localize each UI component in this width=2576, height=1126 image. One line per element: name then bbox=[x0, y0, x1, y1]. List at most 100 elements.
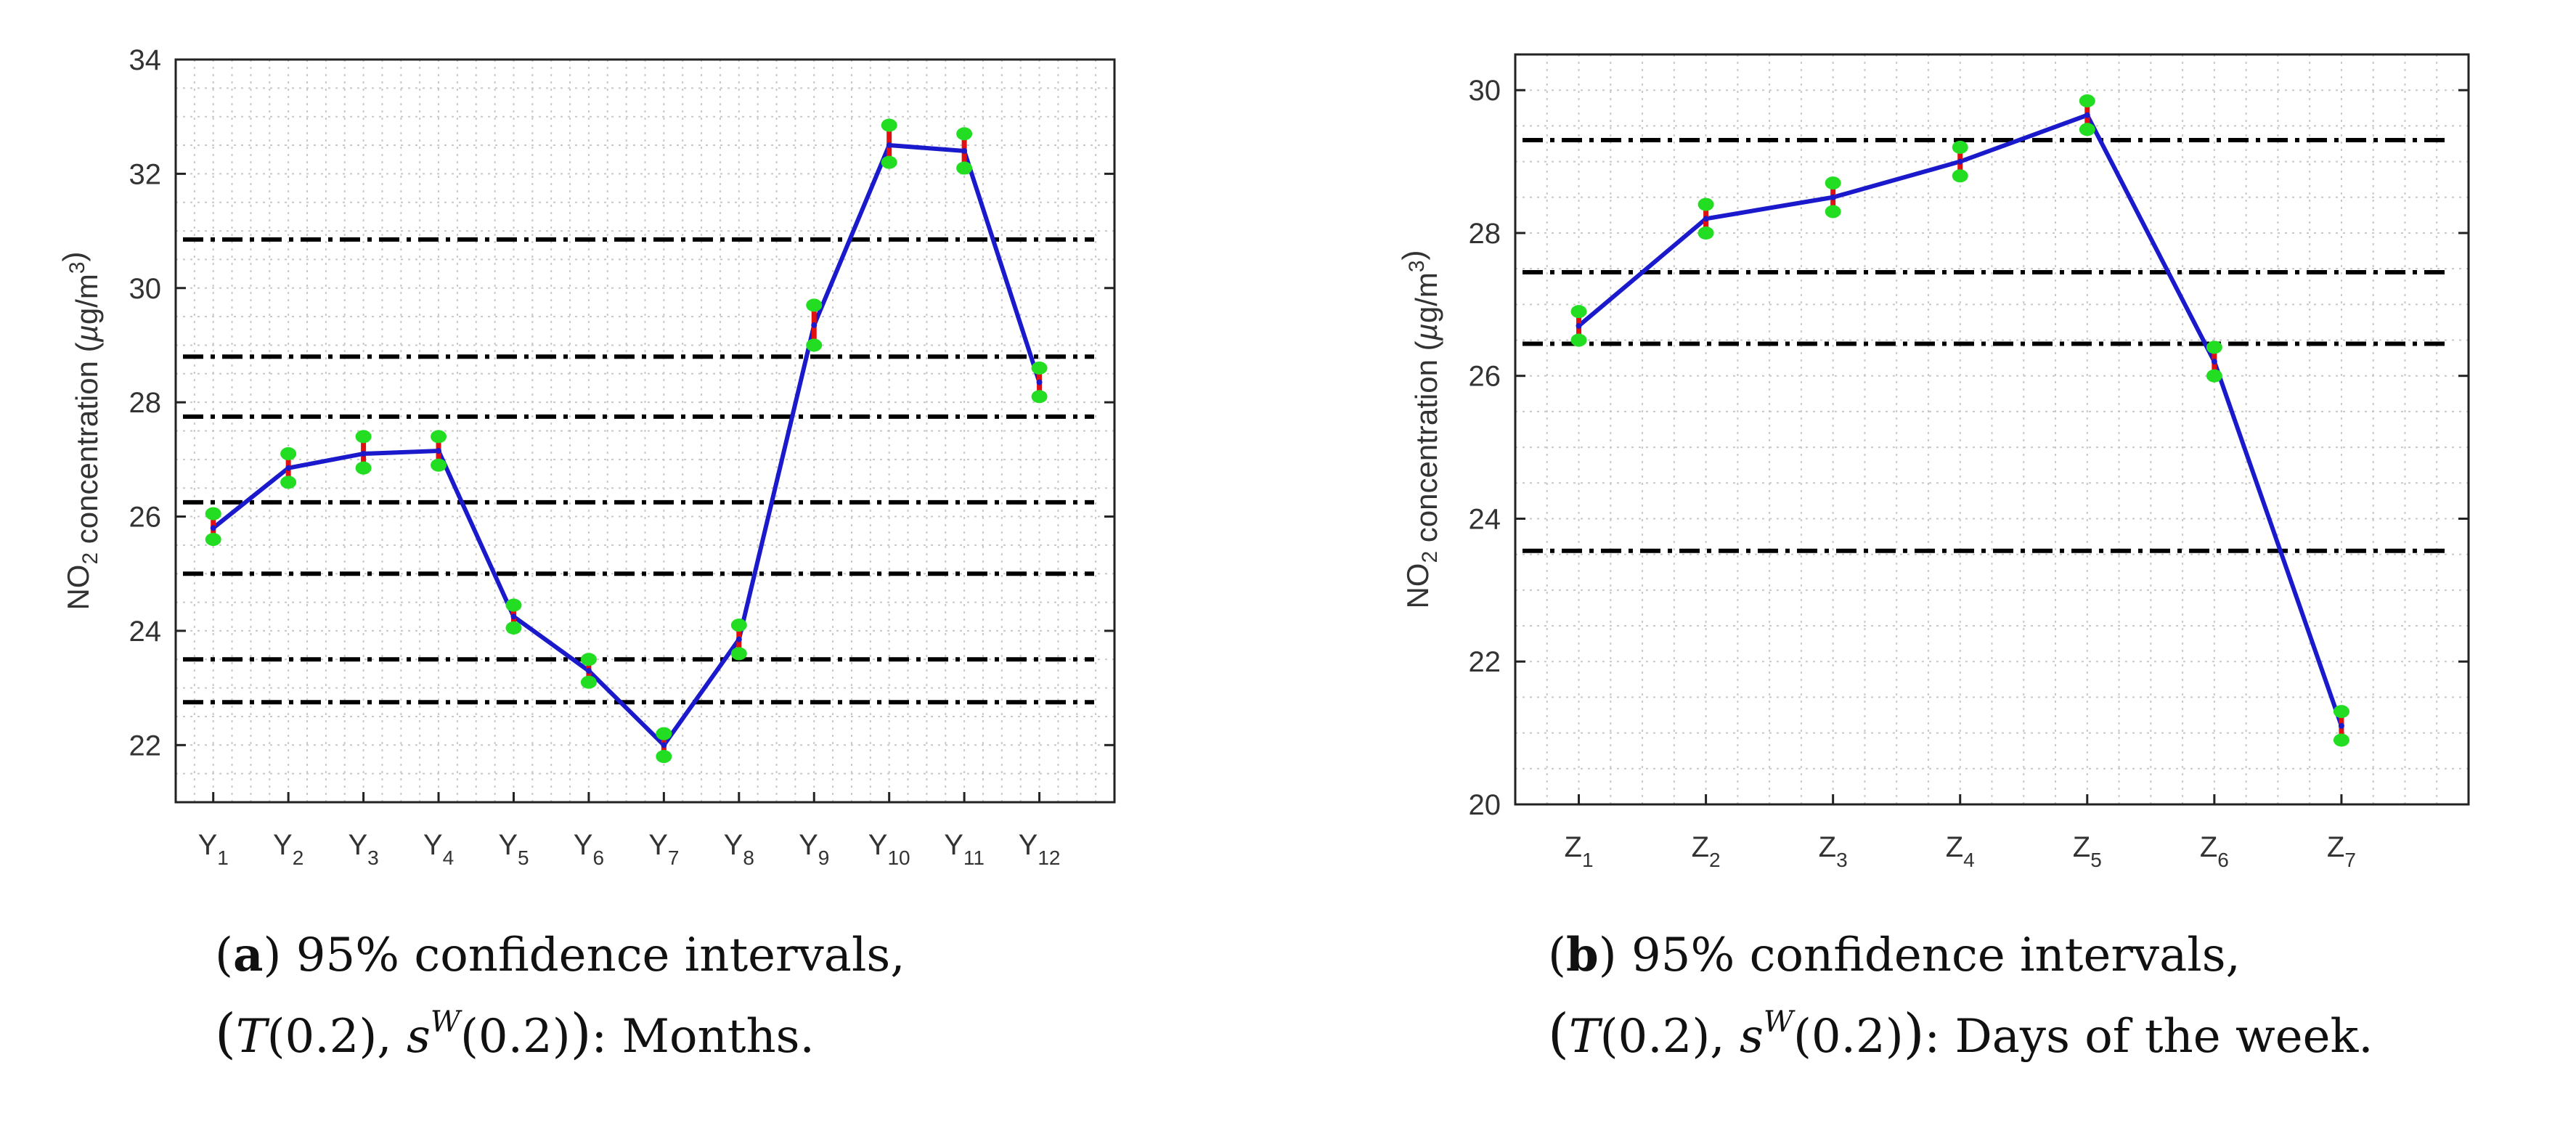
ci-lower-marker bbox=[2079, 123, 2095, 136]
x-tick-label: Z2 bbox=[1692, 831, 1721, 871]
y-tick-label: 24 bbox=[1469, 503, 1501, 535]
ci-lower-marker bbox=[205, 533, 221, 547]
x-tick-label: Z3 bbox=[1819, 831, 1848, 871]
ci-upper-marker bbox=[355, 430, 372, 444]
caption-b-arg2: 0.2 bbox=[1811, 1010, 1886, 1064]
ci-lower-marker bbox=[1031, 390, 1048, 404]
ci-lower-marker bbox=[505, 621, 522, 635]
ci-upper-marker bbox=[2079, 94, 2095, 107]
data-point bbox=[1957, 158, 1963, 165]
ci-upper-marker bbox=[730, 619, 747, 632]
caption-b-label: b bbox=[1565, 928, 1599, 982]
ci-lower-marker bbox=[881, 155, 897, 169]
y-tick-label: 32 bbox=[129, 158, 162, 190]
ci-upper-marker bbox=[1570, 305, 1587, 319]
series-line bbox=[1577, 112, 2344, 727]
caption-a-s: s bbox=[406, 1010, 431, 1064]
caption-a-line2: (T(0.2), sW(0.2)): Months. bbox=[215, 1003, 815, 1065]
caption-b-sup: W bbox=[1763, 1005, 1793, 1039]
ci-lower-marker bbox=[431, 458, 447, 472]
y-tick-label: 28 bbox=[129, 387, 162, 419]
data-point bbox=[961, 147, 968, 154]
ci-lower-marker bbox=[956, 161, 973, 175]
chart-a: 22 24 26 28 30 32 34 Y1 Y2 Y3 Y4 Y5 Y6 Y7 Y8 Y9 Y10 Y11 Y1… bbox=[57, 44, 1116, 869]
data-point bbox=[2211, 359, 2217, 365]
data-point bbox=[285, 465, 292, 471]
chart-b: 20 22 24 26 28 30 Z1 Z2 Z3 Z4 Z5 Z6 Z7 NO2 concentrat… bbox=[1396, 53, 2470, 871]
ci-lower-marker bbox=[1570, 333, 1587, 347]
caption-b-tail: : Days of the week. bbox=[1924, 1010, 2373, 1064]
ci-upper-marker bbox=[806, 298, 823, 312]
data-point bbox=[811, 322, 818, 328]
data-point bbox=[1036, 379, 1043, 385]
x-tick-label: Y7 bbox=[648, 829, 679, 869]
caption-b-t: T bbox=[1568, 1010, 1600, 1064]
caption-a-label: a bbox=[232, 928, 264, 982]
data-point bbox=[210, 525, 216, 531]
plot-frame bbox=[1514, 53, 2470, 806]
ci-lower-marker bbox=[1825, 205, 1841, 219]
y-tick-label: 28 bbox=[1469, 218, 1501, 250]
y-tick-label: 24 bbox=[129, 616, 162, 648]
x-tick-label: Y2 bbox=[273, 829, 303, 869]
y-tick-label: 26 bbox=[129, 502, 162, 534]
y-tick-label: 22 bbox=[129, 730, 162, 762]
x-tick-label: Z1 bbox=[1565, 831, 1594, 871]
data-point bbox=[886, 142, 892, 149]
caption-b-text: ) 95% confidence intervals, bbox=[1598, 929, 2241, 982]
ci-upper-marker bbox=[1825, 176, 1841, 190]
ci-lower-marker bbox=[730, 647, 747, 661]
y-tick-label: 30 bbox=[1469, 75, 1501, 107]
x-tick-label: Y11 bbox=[944, 829, 985, 869]
ci-upper-marker bbox=[431, 430, 447, 444]
x-tick-label: Z7 bbox=[2327, 831, 2356, 871]
ci-upper-marker bbox=[2333, 705, 2349, 719]
ci-lower-marker bbox=[2206, 369, 2222, 383]
ci-lower-marker bbox=[1697, 226, 1714, 240]
caption-a-tail: : Months. bbox=[591, 1010, 815, 1064]
x-tick-label: Y8 bbox=[724, 829, 754, 869]
data-point bbox=[735, 636, 742, 642]
ci-upper-marker bbox=[1952, 140, 1968, 154]
y-tick-label: 20 bbox=[1469, 789, 1501, 821]
data-point bbox=[510, 613, 517, 620]
ci-upper-marker bbox=[2206, 340, 2222, 354]
data-point bbox=[1576, 322, 1582, 329]
ci-upper-marker bbox=[205, 507, 221, 521]
ci-lower-marker bbox=[280, 476, 297, 489]
ci-lower-marker bbox=[580, 675, 597, 689]
ci-lower-marker bbox=[806, 338, 823, 352]
x-tick-label: Z4 bbox=[1946, 831, 1975, 871]
series-line bbox=[211, 142, 1042, 748]
gridlines bbox=[175, 59, 1115, 803]
y-axis-label: NO2 concentration (µg/m3) bbox=[1396, 250, 1443, 608]
x-tick-label: Y10 bbox=[868, 829, 910, 869]
gridlines bbox=[1515, 54, 2469, 805]
x-tick-label: Y9 bbox=[799, 829, 829, 869]
caption-b-s: s bbox=[1739, 1010, 1764, 1064]
x-tick-label: Y12 bbox=[1019, 829, 1061, 869]
ci-upper-marker bbox=[505, 598, 522, 612]
ci-lower-marker bbox=[2333, 733, 2349, 747]
caption-a-line1: (a) 95% confidence intervals, bbox=[215, 928, 905, 982]
caption-b-line1: (b) 95% confidence intervals, bbox=[1548, 928, 2241, 982]
caption-b-line2: (T(0.2), sW(0.2)): Days of the week. bbox=[1548, 1003, 2373, 1065]
data-point bbox=[436, 448, 442, 454]
data-point bbox=[360, 450, 367, 457]
caption-b-arg1: 0.2 bbox=[1618, 1010, 1692, 1064]
y-axis-label: NO2 concentration (µg/m3) bbox=[57, 251, 104, 610]
caption-a: (a) 95% confidence intervals, (T(0.2), s… bbox=[215, 922, 905, 1070]
ci-upper-marker bbox=[656, 727, 672, 741]
y-tick-label: 22 bbox=[1469, 646, 1501, 678]
caption-a-arg2: 0.2 bbox=[478, 1010, 553, 1064]
caption-a-sup: W bbox=[430, 1005, 460, 1039]
ci-lower-marker bbox=[1952, 169, 1968, 183]
data-point bbox=[2084, 112, 2090, 118]
ci-upper-marker bbox=[280, 446, 297, 460]
caption-a-t: T bbox=[235, 1010, 267, 1064]
x-tick-label: Z5 bbox=[2073, 831, 2102, 871]
ci-upper-marker bbox=[580, 653, 597, 666]
x-tick-label: Y5 bbox=[498, 829, 529, 869]
y-tick-label: 34 bbox=[129, 44, 162, 76]
